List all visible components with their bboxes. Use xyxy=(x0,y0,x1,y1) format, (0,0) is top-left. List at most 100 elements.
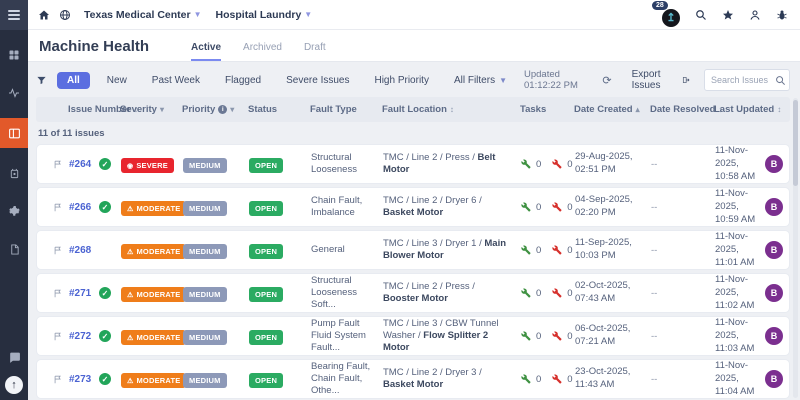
filter-bar-right: Updated 01:12:22 PM ⟳ Export Issues xyxy=(524,69,790,91)
date-created: 06-Oct-2025, 07:21 AM xyxy=(575,323,651,349)
column-header-date-created[interactable]: Date Created▴ xyxy=(574,104,650,115)
fault-location-asset: Basket Motor xyxy=(383,207,443,218)
column-header-issue-number[interactable]: Issue Number↕ xyxy=(68,104,120,115)
table-row[interactable]: #271 ✓ ⚠MODERATE MEDIUM OPEN Structural … xyxy=(36,273,790,313)
priority-info-icon[interactable]: i xyxy=(218,105,227,114)
open-tasks-count: 0 xyxy=(536,245,541,256)
assignee-avatar[interactable]: B xyxy=(765,327,783,345)
filter-chip-past-week[interactable]: Past Week xyxy=(144,72,208,89)
issue-number-link[interactable]: #264 xyxy=(69,159,99,170)
filter-chip-flagged[interactable]: Flagged xyxy=(217,72,269,89)
globe-icon[interactable] xyxy=(59,9,71,21)
chevron-down-icon[interactable]: ▼ xyxy=(194,10,202,19)
issue-number-link[interactable]: #271 xyxy=(69,288,99,299)
issue-number-link[interactable]: #268 xyxy=(69,245,99,256)
sort-icon: ▴ xyxy=(636,105,640,114)
issue-number-link[interactable]: #272 xyxy=(69,331,99,342)
chat-icon[interactable] xyxy=(0,344,28,370)
date-resolved: -- xyxy=(651,202,715,213)
priority-badge: MEDIUM xyxy=(183,201,227,216)
column-header-fault-location[interactable]: Fault Location↕ xyxy=(382,104,520,115)
last-updated: 11-Nov-2025, 10:58 AM xyxy=(715,145,765,183)
issue-number-link[interactable]: #273 xyxy=(69,374,99,385)
column-header-severity[interactable]: Severity▾ xyxy=(120,104,182,115)
status-badge: OPEN xyxy=(249,158,283,173)
open-tasks-wrench-icon xyxy=(521,288,531,298)
flag-icon[interactable] xyxy=(53,159,69,170)
home-icon[interactable] xyxy=(38,9,50,21)
table-row[interactable]: #266 ✓ ⚠MODERATE MEDIUM OPEN Chain Fault… xyxy=(36,187,790,227)
machine-devices-icon[interactable] xyxy=(0,160,28,186)
priority-badge: MEDIUM xyxy=(183,330,227,345)
flag-icon[interactable] xyxy=(53,331,69,342)
chevron-down-icon[interactable]: ▼ xyxy=(304,10,312,19)
fault-type: Structural Looseness xyxy=(311,152,383,177)
dashboard-grid-icon[interactable] xyxy=(0,42,28,68)
open-tasks-count: 0 xyxy=(536,374,541,385)
documents-icon[interactable] xyxy=(0,236,28,262)
filter-chip-all[interactable]: All xyxy=(57,72,90,89)
table-row[interactable]: #264 ✓ ◉SEVERE MEDIUM OPEN Structural Lo… xyxy=(36,144,790,184)
fault-type: General xyxy=(311,244,383,256)
flag-icon[interactable] xyxy=(53,202,69,213)
flag-icon[interactable] xyxy=(53,374,69,385)
open-tasks-wrench-icon xyxy=(521,202,531,212)
bug-icon[interactable] xyxy=(776,9,788,21)
all-filters-dropdown[interactable]: All Filters▼ xyxy=(446,72,515,89)
overdue-tasks-wrench-icon xyxy=(552,245,562,255)
column-header-fault-type[interactable]: Fault Type xyxy=(310,104,382,115)
assignee-avatar[interactable]: B xyxy=(765,155,783,173)
breadcrumb-site[interactable]: Texas Medical Center xyxy=(84,9,191,21)
table-row[interactable]: #272 ✓ ⚠MODERATE MEDIUM OPEN Pump Fault … xyxy=(36,316,790,356)
column-header-status[interactable]: Status xyxy=(248,104,310,115)
scrollbar-thumb[interactable] xyxy=(793,100,798,186)
overdue-tasks-wrench-icon xyxy=(552,288,562,298)
assignee-avatar[interactable]: B xyxy=(765,370,783,388)
user-icon[interactable] xyxy=(749,9,761,21)
tab-archived[interactable]: Archived xyxy=(243,42,282,61)
severity-badge: ⚠MODERATE xyxy=(121,201,186,216)
machine-health-icon[interactable] xyxy=(0,118,28,148)
settings-gear-icon[interactable] xyxy=(0,198,28,224)
menu-icon[interactable] xyxy=(0,0,28,30)
export-issues-button[interactable]: Export Issues xyxy=(632,69,690,91)
verified-check-icon: ✓ xyxy=(99,330,111,342)
assignee-avatar[interactable]: B xyxy=(765,284,783,302)
severity-icon: ⚠ xyxy=(127,291,133,299)
filter-chip-high-priority[interactable]: High Priority xyxy=(366,72,436,89)
app-logo-circle: ↥ xyxy=(662,9,680,27)
severity-icon: ◉ xyxy=(127,162,133,170)
search-icon[interactable] xyxy=(695,9,707,21)
tab-draft[interactable]: Draft xyxy=(304,42,326,61)
fault-location: TMC / Line 3 / Dryer 1 / Main Blower Mot… xyxy=(383,238,521,263)
column-header-tasks[interactable]: Tasks xyxy=(520,104,574,115)
topbar-right-icons: 28 ↥ xyxy=(660,5,788,25)
severity-icon: ⚠ xyxy=(127,205,133,213)
breadcrumb-area[interactable]: Hospital Laundry xyxy=(216,9,302,21)
date-created: 02-Oct-2025, 07:43 AM xyxy=(575,280,651,306)
column-header-date-resolved[interactable]: Date Resolved↕ xyxy=(650,104,714,115)
filter-chip-severe-issues[interactable]: Severe Issues xyxy=(278,72,357,89)
activity-pulse-icon[interactable] xyxy=(0,80,28,106)
export-icon xyxy=(682,75,690,85)
status-badge: OPEN xyxy=(249,201,283,216)
severity-icon: ⚠ xyxy=(127,377,133,385)
flag-icon[interactable] xyxy=(53,245,69,256)
table-row[interactable]: #268 ✓ ⚠MODERATE MEDIUM OPEN General TMC… xyxy=(36,230,790,270)
assignee-avatar[interactable]: B xyxy=(765,198,783,216)
notification-badge[interactable]: 28 xyxy=(652,1,668,10)
column-header-priority[interactable]: Priorityi▾ xyxy=(182,104,248,115)
flag-icon[interactable] xyxy=(53,288,69,299)
updates-arrow-icon[interactable]: ↑ xyxy=(5,376,23,394)
table-row[interactable]: #273 ✓ ⚠MODERATE MEDIUM OPEN Bearing Fau… xyxy=(36,359,790,399)
column-header-last-updated[interactable]: Last Updated↕ xyxy=(714,104,764,115)
star-icon[interactable] xyxy=(722,9,734,21)
app-logo-icon[interactable]: 28 ↥ xyxy=(660,5,680,25)
issue-number-link[interactable]: #266 xyxy=(69,202,99,213)
filter-funnel-icon[interactable] xyxy=(36,75,47,86)
fault-type: Structural Looseness Soft... xyxy=(311,275,383,312)
filter-chip-new[interactable]: New xyxy=(99,72,135,89)
tab-active[interactable]: Active xyxy=(191,42,221,61)
refresh-icon[interactable]: ⟳ xyxy=(602,74,611,87)
assignee-avatar[interactable]: B xyxy=(765,241,783,259)
